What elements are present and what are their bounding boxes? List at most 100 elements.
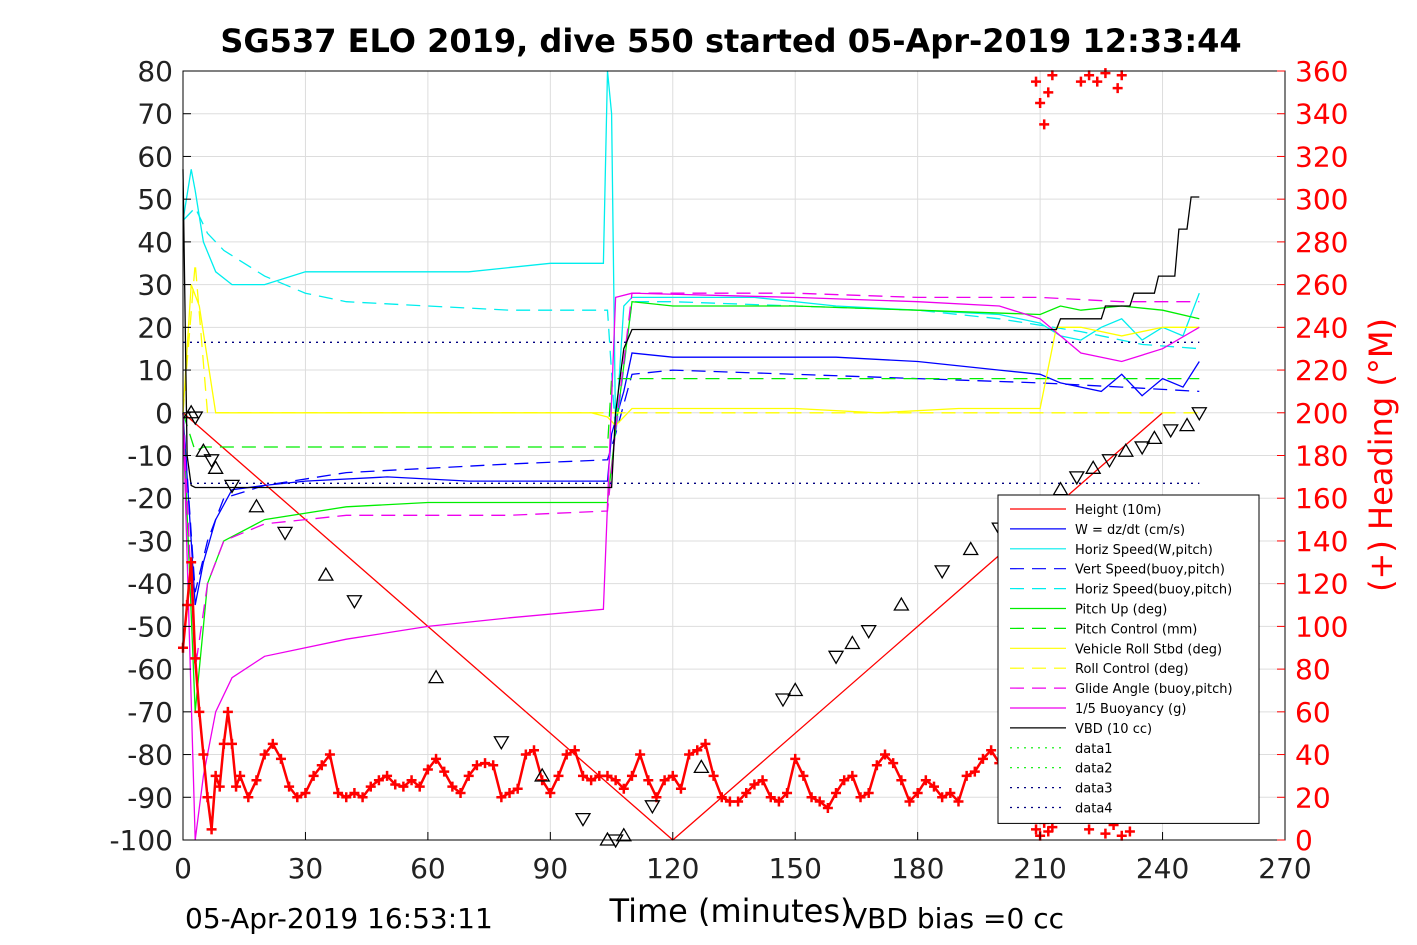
right-tick-label: 100	[1295, 610, 1348, 643]
y-tick-label: 60	[137, 140, 173, 173]
depth-marker	[1178, 417, 1196, 432]
legend-label: Horiz Speed(buoy,pitch)	[1075, 583, 1232, 598]
legend-box	[997, 494, 1260, 824]
heading-point	[806, 792, 817, 803]
depth-marker	[893, 596, 910, 611]
right-tick-label: 0	[1295, 824, 1313, 857]
heading-point	[226, 738, 237, 749]
depth-marker	[787, 682, 804, 697]
legend: Height (10m) W = dz/dt (cm/s) Horiz Speed(…	[997, 494, 1260, 824]
heading-point	[463, 770, 474, 781]
depth-marker	[1101, 454, 1118, 469]
depth-marker	[1146, 430, 1163, 445]
depth-marker	[427, 669, 445, 684]
heading-point	[545, 788, 556, 799]
y-tick-label: -100	[109, 824, 173, 857]
heading-point	[447, 781, 458, 792]
heading-point	[773, 796, 784, 807]
y-tick-label: -10	[127, 440, 173, 473]
heading-point	[969, 766, 980, 777]
heading-point-wrapped	[1092, 76, 1103, 87]
heading-point	[382, 770, 393, 781]
legend-label: Height (10m)	[1075, 503, 1161, 518]
depth-marker	[223, 479, 241, 494]
heading-point-low	[1124, 826, 1135, 837]
right-tick-label: 20	[1295, 781, 1331, 814]
depth-marker	[860, 625, 877, 639]
heading-point	[300, 788, 311, 799]
depth-marker	[774, 693, 792, 708]
legend-label: VBD (10 cc)	[1075, 722, 1152, 737]
legend-label: W = dz/dt (cm/s)	[1075, 523, 1185, 538]
series-line-2	[182, 70, 1200, 435]
y-tick-label: -20	[127, 482, 173, 515]
heading-point	[904, 796, 915, 807]
heading-point	[569, 745, 580, 756]
right-tick-label: 40	[1295, 739, 1331, 772]
heading-point	[222, 706, 233, 717]
heading-point	[214, 781, 225, 792]
depth-marker	[644, 800, 661, 815]
x-tick-label: 90	[533, 852, 569, 885]
heading-point	[577, 770, 588, 781]
heading-point	[520, 749, 531, 760]
heading-point	[186, 557, 197, 568]
heading-point	[741, 788, 752, 799]
heading-point	[512, 783, 523, 794]
depth-marker	[346, 595, 363, 610]
heading-point	[324, 749, 335, 760]
x-tick-label: 210	[1013, 852, 1066, 885]
heading-point	[529, 745, 540, 756]
legend-label: Pitch Up (deg)	[1075, 603, 1167, 618]
heading-point	[675, 783, 686, 794]
heading-point	[414, 781, 425, 792]
heading-point	[790, 753, 801, 764]
depth-marker	[1068, 471, 1085, 486]
heading-point	[190, 653, 201, 664]
heading-point	[847, 770, 858, 781]
heading-point	[308, 770, 319, 781]
heading-point	[455, 788, 466, 799]
x-tick-label: 270	[1258, 852, 1311, 885]
heading-point-wrapped	[1112, 83, 1123, 94]
heading-point-wrapped	[1075, 76, 1086, 87]
y-tick-label: 80	[137, 55, 173, 88]
heading-point	[782, 788, 793, 799]
heading-point	[961, 770, 972, 781]
heading-point	[863, 788, 874, 799]
heading-point	[259, 749, 270, 760]
heading-point	[765, 792, 776, 803]
heading-point	[480, 758, 491, 769]
heading-point	[471, 760, 482, 771]
heading-point	[210, 770, 221, 781]
y-tick-label: -90	[127, 781, 173, 814]
heading-point	[194, 706, 205, 717]
series-line-4	[182, 206, 1200, 435]
x-tick-label: 240	[1136, 852, 1189, 885]
series-line-10	[182, 292, 1200, 841]
heading-point	[635, 749, 646, 760]
right-tick-label: 160	[1295, 482, 1348, 515]
heading-point	[928, 781, 939, 792]
heading-point	[912, 788, 923, 799]
heading-point	[267, 738, 278, 749]
heading-point-wrapped	[1031, 76, 1042, 87]
heading-point	[349, 788, 360, 799]
right-tick-label: 360	[1295, 55, 1348, 88]
depth-marker	[693, 759, 710, 774]
heading-point	[749, 779, 760, 790]
legend-label: Roll Control (deg)	[1075, 662, 1189, 677]
series-line-8	[182, 263, 1200, 414]
series-line-3	[182, 369, 1200, 593]
legend-label: data2	[1075, 762, 1113, 777]
depth-marker	[1085, 460, 1102, 474]
heading-point	[626, 770, 637, 781]
y-tick-label: -80	[127, 739, 173, 772]
heading-point	[684, 749, 695, 760]
heading-point-wrapped	[1084, 70, 1095, 81]
depth-marker	[1162, 424, 1179, 439]
heading-point	[422, 764, 433, 775]
heading-point	[855, 792, 866, 803]
right-axis-title: (+) Heading (°M)	[1362, 318, 1400, 592]
